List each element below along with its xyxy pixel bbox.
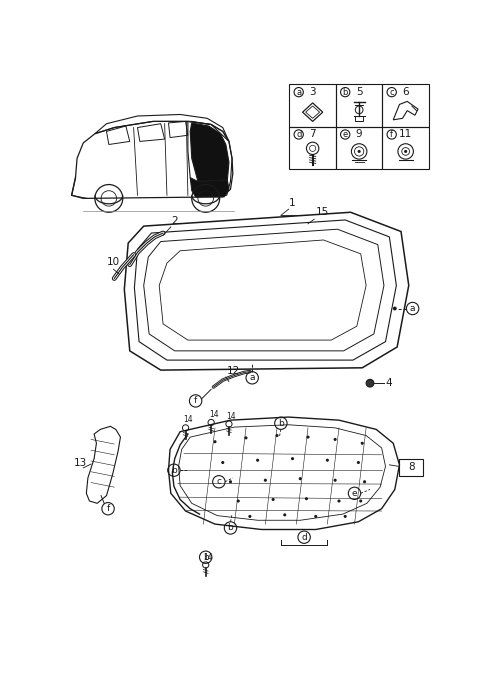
Circle shape (256, 458, 259, 462)
Circle shape (272, 498, 275, 501)
Text: 1: 1 (289, 198, 296, 208)
Circle shape (326, 458, 329, 462)
Circle shape (337, 500, 340, 502)
Text: e: e (352, 489, 357, 498)
Text: c: c (216, 477, 221, 486)
Text: 7: 7 (309, 129, 316, 140)
Text: 9: 9 (356, 129, 362, 140)
Bar (383, 85, 429, 127)
Circle shape (244, 437, 248, 439)
Bar (399, 458, 423, 475)
Bar (355, 116, 363, 121)
Text: 15: 15 (316, 207, 329, 218)
Text: b: b (203, 553, 209, 561)
Circle shape (359, 500, 362, 502)
Text: 5: 5 (356, 87, 362, 97)
Text: f: f (194, 397, 197, 405)
Circle shape (299, 477, 302, 480)
Bar (289, 127, 336, 169)
Circle shape (314, 515, 317, 518)
Circle shape (291, 457, 294, 460)
Text: 2: 2 (171, 216, 178, 226)
Circle shape (237, 500, 240, 502)
Circle shape (229, 480, 232, 483)
Text: b: b (171, 466, 177, 475)
Circle shape (358, 150, 360, 153)
Circle shape (306, 435, 310, 439)
Text: 14: 14 (227, 412, 236, 420)
Circle shape (360, 442, 364, 445)
Circle shape (305, 497, 308, 500)
Text: 11: 11 (399, 129, 412, 140)
Bar (383, 127, 429, 169)
Bar (336, 127, 383, 169)
Circle shape (404, 150, 407, 153)
Text: 14: 14 (204, 553, 213, 561)
Circle shape (283, 513, 286, 517)
Circle shape (214, 440, 216, 443)
Circle shape (221, 461, 224, 464)
Text: a: a (250, 374, 255, 382)
Text: 12: 12 (227, 366, 240, 376)
Text: f: f (107, 504, 109, 513)
Polygon shape (190, 178, 229, 197)
Text: d: d (296, 130, 301, 139)
Circle shape (363, 480, 366, 483)
Circle shape (264, 479, 267, 482)
Circle shape (393, 306, 397, 311)
Polygon shape (190, 123, 229, 182)
Text: 6: 6 (402, 87, 409, 97)
Text: 14: 14 (209, 410, 218, 419)
Text: 14: 14 (183, 416, 193, 424)
Text: b: b (278, 419, 284, 428)
Circle shape (344, 515, 347, 518)
Text: 3: 3 (309, 87, 316, 97)
Text: b: b (343, 87, 348, 97)
Circle shape (357, 461, 360, 464)
Bar (289, 85, 336, 127)
Circle shape (334, 479, 336, 482)
Text: d: d (301, 533, 307, 542)
Bar (336, 85, 383, 127)
Circle shape (334, 438, 336, 441)
Text: 13: 13 (74, 458, 87, 468)
Circle shape (248, 515, 252, 518)
Circle shape (366, 380, 374, 387)
Text: b: b (228, 523, 233, 532)
Text: c: c (389, 87, 394, 97)
Text: 8: 8 (408, 462, 414, 472)
Text: e: e (343, 130, 348, 139)
Text: f: f (390, 130, 393, 139)
Text: 4: 4 (385, 378, 392, 388)
Text: a: a (296, 87, 301, 97)
Text: 10: 10 (107, 256, 120, 266)
Circle shape (276, 434, 278, 437)
Text: a: a (410, 304, 415, 313)
